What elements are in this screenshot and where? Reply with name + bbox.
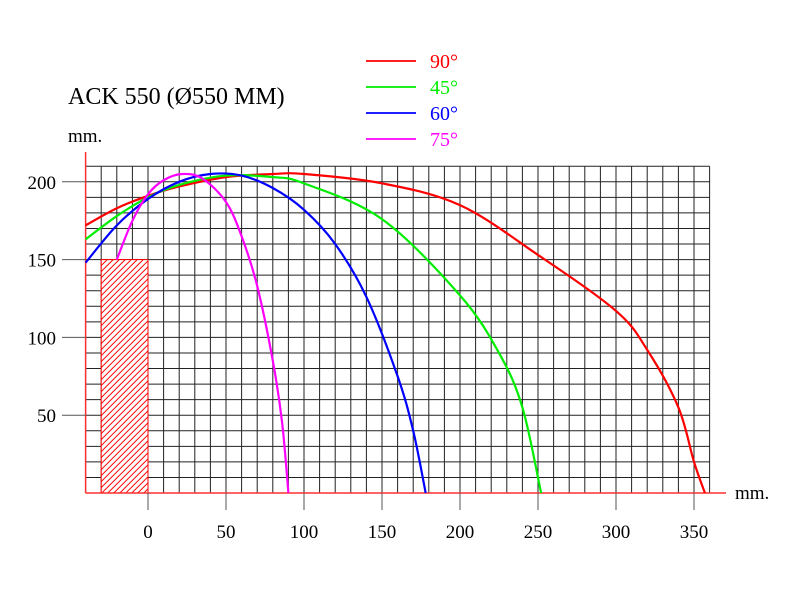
hatch-line bbox=[101, 259, 144, 303]
hatch-line bbox=[101, 350, 148, 399]
legend-label: 45° bbox=[430, 77, 458, 99]
hatch-line bbox=[101, 278, 148, 327]
hatched-region bbox=[100, 259, 383, 494]
hatch-line bbox=[101, 296, 148, 345]
y-axis-label: mm. bbox=[68, 126, 102, 147]
hatch-line bbox=[101, 344, 148, 393]
legend-label: 60° bbox=[430, 103, 458, 125]
x-tick-label: 300 bbox=[602, 522, 631, 543]
hatch-line bbox=[125, 470, 148, 493]
y-tick-label: 100 bbox=[28, 328, 57, 349]
series-line-45deg bbox=[84, 173, 543, 494]
hatch-line bbox=[101, 368, 148, 417]
hatch-line bbox=[101, 386, 148, 435]
hatch-line bbox=[107, 452, 148, 493]
hatch-line bbox=[101, 290, 148, 339]
hatch-line bbox=[101, 362, 148, 411]
tick-labels: 0 50 100 150 200 250 300 350 50 100 150 200 bbox=[28, 173, 709, 543]
series-line-90deg bbox=[85, 172, 706, 494]
hatch-line bbox=[101, 422, 148, 471]
series-lines bbox=[84, 172, 706, 494]
hatch-line bbox=[101, 446, 148, 493]
hatch-line bbox=[101, 284, 148, 333]
hatch-line bbox=[101, 392, 148, 441]
hatch-line bbox=[101, 332, 148, 381]
axes bbox=[84, 152, 726, 494]
chart-title: ACK 550 (Ø550 MM) bbox=[68, 84, 285, 110]
hatch-line bbox=[101, 428, 148, 477]
y-tick-label: 150 bbox=[28, 251, 57, 272]
hatch-line bbox=[101, 260, 148, 309]
hatch-line bbox=[101, 266, 148, 315]
hatch-line bbox=[101, 338, 148, 387]
x-tick-label: 50 bbox=[217, 522, 236, 543]
hatch-line bbox=[101, 416, 148, 465]
x-tick-label: 350 bbox=[680, 522, 709, 543]
hatch-line bbox=[119, 464, 148, 493]
hatch-line bbox=[101, 259, 114, 273]
hatch-line bbox=[101, 374, 148, 423]
hatch-line bbox=[101, 356, 148, 405]
legend-label: 90° bbox=[430, 51, 458, 73]
series-line-60deg bbox=[84, 172, 427, 494]
hatch-line bbox=[101, 398, 148, 447]
series-line-75deg bbox=[115, 172, 290, 494]
hatch-line bbox=[101, 434, 148, 483]
x-tick-label: 250 bbox=[524, 522, 553, 543]
x-tick-label: 150 bbox=[368, 522, 397, 543]
hatch-line bbox=[101, 440, 148, 489]
x-tick-label: 200 bbox=[446, 522, 475, 543]
legend: 90° 45° 60° 75° bbox=[366, 51, 458, 151]
hatch-line bbox=[101, 308, 148, 357]
hatch-line bbox=[113, 458, 148, 493]
x-axis-label: mm. bbox=[735, 483, 769, 504]
hatch-line bbox=[101, 410, 148, 459]
legend-label: 75° bbox=[430, 129, 458, 151]
hatch-line bbox=[101, 259, 108, 267]
grid bbox=[85, 165, 711, 494]
hatch-line bbox=[101, 302, 148, 351]
hatch-line bbox=[131, 476, 148, 493]
x-tick-label: 100 bbox=[290, 522, 319, 543]
x-tick-label: 0 bbox=[143, 522, 153, 543]
hatch-line bbox=[150, 260, 383, 493]
y-tick-label: 200 bbox=[28, 173, 57, 194]
y-tick-label: 50 bbox=[37, 406, 56, 427]
hatch-line bbox=[137, 482, 148, 493]
hatch-line bbox=[101, 380, 148, 429]
hatch-line bbox=[101, 272, 148, 321]
